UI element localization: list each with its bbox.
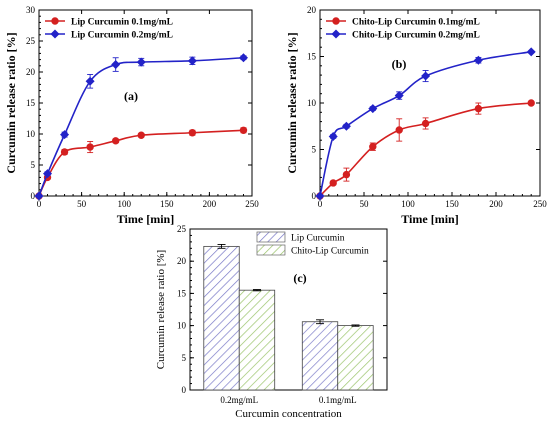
data-point (526, 47, 536, 57)
data-point (85, 76, 95, 86)
data-point (86, 143, 94, 151)
data-point (527, 99, 535, 107)
data-point (111, 60, 121, 70)
legend-swatch-marker (51, 17, 59, 25)
y-tick-label: 10 (26, 129, 36, 139)
data-point (188, 129, 197, 137)
y-tick-label: 30 (26, 5, 36, 15)
y-tick-label: 5 (312, 145, 317, 155)
y-tick-label: 20 (177, 256, 187, 266)
x-tick-label: 150 (445, 199, 459, 209)
bar (301, 321, 339, 391)
data-point (328, 131, 338, 141)
x-tick-label: 50 (360, 199, 370, 209)
y-tick-label: 25 (26, 36, 36, 46)
data-point (136, 57, 146, 67)
data-point (238, 53, 248, 63)
bar (238, 289, 276, 391)
data-point (421, 71, 431, 81)
y-axis-title: Curcumin release ratio [%] (4, 32, 18, 173)
y-tick-label: 15 (307, 52, 317, 62)
data-point (187, 56, 197, 66)
x-tick-label: 0 (318, 199, 323, 209)
x-axis-title: Time [min] (401, 212, 458, 226)
data-point (60, 148, 69, 156)
y-tick-label: 5 (31, 160, 36, 170)
y-axis-title: Curcumin release ratio [%] (285, 32, 299, 173)
data-point (395, 126, 403, 134)
data-point (341, 121, 351, 131)
data-point (342, 170, 351, 179)
y-tick-label: 0 (312, 191, 317, 201)
series-line (319, 102, 532, 197)
y-tick-label: 0 (182, 385, 187, 395)
x-tick-label: 50 (77, 199, 87, 209)
data-point (137, 131, 145, 139)
x-tick-label: 200 (203, 199, 217, 209)
x-tick-label: 250 (533, 199, 547, 209)
x-category-label: 0.1mg/mL (319, 395, 357, 405)
y-tick-label: 25 (177, 224, 187, 234)
panel-label: (b) (392, 57, 407, 71)
chart-panel-b: 0 50 100 150 200 250 0 5 10 15 20 Time [min] Curcumi… (285, 5, 547, 226)
y-axis-title: Curcumin release ratio [%] (155, 250, 167, 369)
data-point (34, 191, 44, 201)
x-tick-label: 200 (489, 199, 503, 209)
x-tick-label: 250 (245, 199, 259, 209)
data-point (368, 104, 378, 114)
legend-swatch-marker (331, 29, 341, 39)
y-tick-label: 10 (177, 321, 187, 331)
legend-swatch (256, 244, 286, 256)
data-point (329, 179, 337, 187)
legend-entry: Lip Curcumin 0.1mg/mL (71, 18, 173, 28)
data-point (239, 126, 248, 134)
legend-entry: Lip Curcumin 0.2mg/mL (71, 31, 173, 41)
x-tick-label: 0 (37, 199, 42, 209)
x-tick-label: 150 (160, 199, 174, 209)
data-point (60, 130, 70, 140)
y-tick-label: 15 (26, 98, 36, 108)
legend-entry: Lip Curcumin (291, 234, 345, 244)
legend-entry: Chito-Lip Curcumin 0.1mg/mL (352, 18, 480, 28)
x-tick-label: 100 (117, 199, 131, 209)
chart-panel-a: 0 50 100 150 200 250 0 5 10 15 20 25 30 Time [min] Cur… (4, 5, 259, 226)
legend-swatch-marker (332, 17, 340, 25)
y-tick-label: 20 (307, 5, 317, 15)
data-point (473, 55, 483, 65)
data-point (474, 104, 483, 113)
x-tick-label: 100 (401, 199, 415, 209)
y-tick-label: 10 (307, 98, 317, 108)
chart-panel-c: 0 5 10 15 20 25 0.2mg/mL 0.1mg/mL Curcumin conce… (155, 224, 388, 420)
panel-label: (a) (124, 89, 138, 103)
data-point (394, 91, 404, 101)
y-tick-label: 0 (31, 191, 36, 201)
legend-entry: Chito-Lip Curcumin 0.2mg/mL (352, 31, 480, 41)
data-point (315, 191, 325, 201)
legend-swatch-marker (50, 29, 60, 39)
data-point (111, 137, 120, 145)
plot-frame (189, 228, 388, 391)
panel-label: (c) (293, 271, 306, 285)
x-category-label: 0.2mg/mL (220, 395, 258, 405)
data-point (369, 143, 377, 151)
x-axis-title: Curcumin concentration (235, 408, 342, 420)
series-line (38, 56, 244, 197)
y-tick-label: 15 (177, 288, 187, 298)
series-line (38, 129, 244, 197)
y-tick-label: 20 (26, 67, 36, 77)
bar (337, 325, 374, 391)
bar (203, 245, 240, 391)
y-tick-label: 5 (182, 353, 187, 363)
data-point (43, 169, 53, 179)
x-axis-title: Time [min] (117, 212, 174, 226)
legend-entry: Chito-Lip Curcumin (291, 247, 369, 257)
data-point (421, 119, 430, 128)
legend-swatch (256, 231, 286, 243)
